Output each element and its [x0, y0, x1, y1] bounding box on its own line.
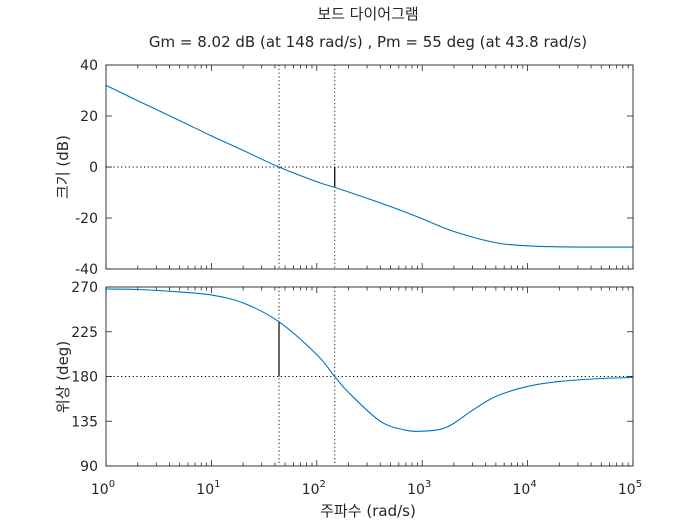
magnitude-y-tick-label: -40 — [75, 262, 98, 278]
phase-panel: 90 135 180 225 270 — [71, 280, 634, 475]
magnitude-y-tick-label: 0 — [89, 160, 98, 176]
phase-y-tick-label: 90 — [80, 459, 98, 475]
phase-y-tick-label: 180 — [71, 370, 98, 386]
magnitude-series-line — [105, 84, 634, 248]
x-tick-label: 100 — [91, 479, 115, 498]
chart-subtitle: Gm = 8.02 dB (at 148 rad/s) , Pm = 55 de… — [149, 33, 587, 51]
x-tick-label: 101 — [196, 479, 220, 498]
magnitude-y-tick-label: 20 — [80, 109, 98, 125]
x-tick-label: 105 — [618, 479, 642, 498]
magnitude-y-tick-label: -20 — [75, 211, 98, 227]
magnitude-panel: -40 -20 0 20 40 — [75, 58, 634, 278]
phase-y-tick-label: 225 — [71, 325, 98, 341]
magnitude-y-axis-label: 크기 (dB) — [54, 135, 72, 199]
phase-y-axis-label: 위상 (deg) — [54, 341, 72, 413]
phase-y-tick-label: 270 — [71, 280, 98, 296]
phase-plot-area — [106, 287, 633, 466]
magnitude-plot-area — [106, 65, 633, 269]
x-tick-labels: 100 101 102 103 104 105 — [91, 479, 642, 498]
phase-y-tick-label: 135 — [71, 414, 98, 430]
phase-axes-box — [105, 286, 634, 467]
magnitude-axes-box — [105, 64, 634, 270]
x-tick-label: 103 — [407, 479, 431, 498]
magnitude-y-tick-label: 40 — [80, 58, 98, 74]
x-tick-label: 102 — [302, 479, 326, 498]
chart-title: 보드 다이어그램 — [317, 5, 418, 23]
phase-series-line — [105, 288, 634, 432]
x-tick-label: 104 — [512, 479, 536, 498]
x-axis-label: 주파수 (rad/s) — [320, 502, 416, 520]
